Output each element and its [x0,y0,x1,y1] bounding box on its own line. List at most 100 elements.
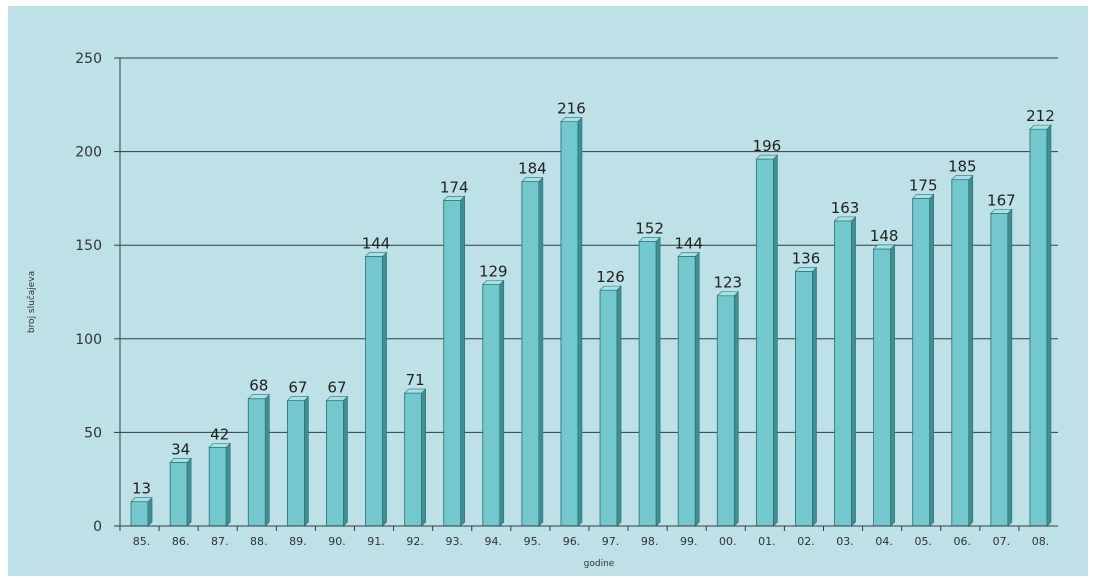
bar-top [247,394,271,400]
bar-top [990,209,1013,214]
bar-front [1029,128,1048,527]
bar-top [677,252,700,257]
data-label: 126 [596,268,625,286]
bar-side [968,174,974,527]
y-tick-label: 200 [75,145,102,161]
data-label: 148 [870,227,899,245]
data-label: 136 [792,249,821,267]
bar-top [755,154,779,160]
bar-side [577,116,583,527]
bar-side [655,236,661,527]
x-tick-label: 05. [914,535,932,548]
bar [599,285,622,527]
x-axis-ticks: 85. 86. 87. 88. 89. 90. 91. 92. 93. 94. 95. 96. 97. 9… [119,526,1049,548]
bar-front [169,461,188,527]
bars [130,116,1052,527]
bar [677,251,700,527]
bar-front [951,179,970,527]
x-tick-label: 86. [172,535,190,548]
bar-side [694,251,700,527]
x-tick-label: 95. [524,535,542,548]
x-tick-label: 94. [485,535,503,548]
data-label: 175 [909,176,938,194]
bar-front [365,256,383,527]
x-tick-label: 91. [367,535,385,548]
data-label: 185 [948,158,977,176]
bar-top [599,285,622,291]
x-tick-label: 00. [719,535,737,548]
bar-side [812,266,817,527]
bar [833,216,857,527]
bar-front [482,284,501,527]
bar-front [560,121,579,527]
bar-top [1029,124,1052,130]
data-label: 67 [288,379,307,397]
x-tick-label: 87. [211,535,229,548]
bar [286,395,310,527]
data-label: 196 [753,137,782,155]
bar-top [325,396,349,401]
bar-side [851,216,856,527]
x-tick-label: 99. [680,535,698,548]
data-label: 152 [635,219,664,237]
bar-side [538,176,544,527]
bar-front [130,501,149,527]
bar [872,244,896,527]
bar [208,442,231,527]
bar-side [1046,124,1052,527]
x-tick-label: 90. [328,535,346,548]
bar-front [404,392,423,527]
bar-top [638,237,661,242]
x-tick-label: 02. [797,535,815,548]
data-label: 144 [362,234,391,252]
bar [482,279,505,527]
bar-top [833,216,857,222]
bar [716,291,740,527]
x-tick-label: 96. [563,535,581,548]
x-tick-label: 97. [602,535,620,548]
bar-side [1007,208,1013,527]
x-tick-label: 03. [836,535,854,548]
data-label: 174 [440,178,469,196]
bar-side [773,154,778,527]
data-labels: 13 34 42 68 67 67 144 71 174 129 184 216 126 152 144 12… [132,100,1055,498]
bar-front [326,400,344,527]
bar-front [912,197,931,527]
x-tick-label: 01. [758,535,776,548]
bar-top [951,175,974,180]
bar-front [990,212,1009,527]
bar [1029,124,1052,527]
x-tick-label: 88. [250,535,268,548]
bar [130,496,153,527]
bar-side [733,291,739,527]
data-label: 216 [557,100,586,118]
bar-top [169,458,192,463]
bar [521,176,544,527]
bar [638,236,661,527]
bar-top [286,396,310,401]
data-label: 212 [1026,107,1055,125]
y-axis-title: broj slučajeva [26,271,37,333]
bar-side [421,388,426,527]
bar-front [834,220,852,527]
bar-top [482,280,505,285]
gridlines [120,57,1058,433]
bar-top [716,291,740,297]
bar-side [382,251,387,527]
bar [951,174,974,527]
bar-top [442,195,466,201]
bar-top [364,252,388,257]
x-tick-label: 04. [875,535,893,548]
bar-front [873,248,892,527]
data-label: 184 [518,160,547,178]
bar-top [130,497,153,502]
bar-top [560,117,583,122]
y-tick-label: 150 [75,238,102,254]
bar-side [225,442,231,527]
x-tick-label: 98. [641,535,659,548]
x-axis-title: godine [584,559,615,569]
bar-front [638,241,657,527]
bar [911,193,935,527]
bar-top [911,194,935,199]
bar [169,457,192,527]
